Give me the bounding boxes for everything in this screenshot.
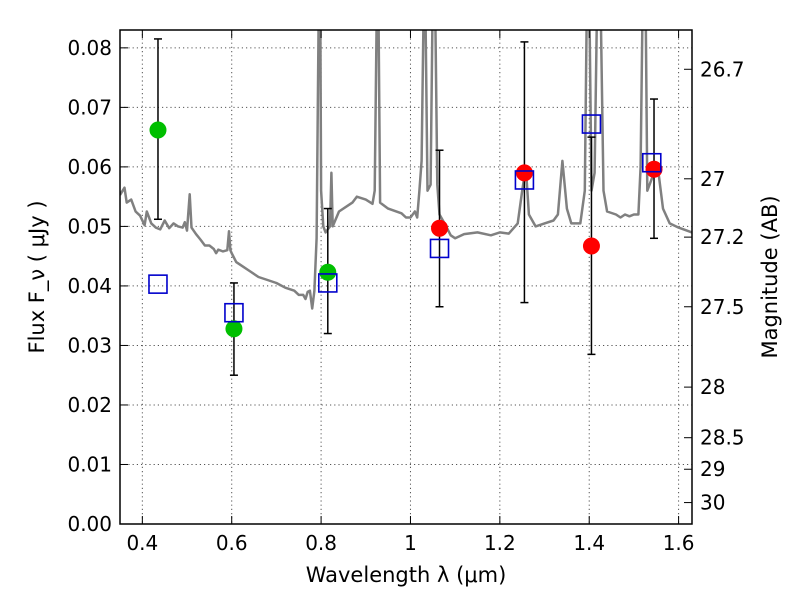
- data-point-circle: [319, 263, 337, 281]
- y-tick-label: 0.08: [67, 36, 112, 60]
- x-tick-label: 1.6: [663, 531, 695, 555]
- spectrum-path: [120, 30, 692, 310]
- y-tick-label: 0.06: [67, 155, 112, 179]
- data-point-square: [148, 274, 168, 294]
- data-point-square: [581, 114, 602, 134]
- x-axis-label: Wavelength λ (μm): [306, 563, 507, 587]
- x-tick-label: 1: [404, 531, 417, 555]
- y-axis-label: Flux F_ν ( μJy ): [25, 200, 50, 353]
- data-markers: [148, 114, 663, 338]
- y2-tick-label: 27.5: [700, 295, 745, 319]
- spectrum-line: [120, 30, 692, 310]
- y2-tick-label: 27: [700, 167, 725, 191]
- data-point-square: [317, 273, 338, 293]
- x-tick-label: 0.6: [216, 531, 248, 555]
- x-tick-label: 1.2: [484, 531, 516, 555]
- y-tick-label: 0.05: [67, 214, 112, 238]
- y2-tick-label: 29: [700, 457, 725, 481]
- y2-tick-label: 26.7: [700, 57, 745, 81]
- y2-axis-label: Magnitude (AB): [758, 195, 782, 358]
- y2-tick-label: 27.2: [700, 225, 745, 249]
- plot-frame: [119, 29, 693, 525]
- x-tick-label: 0.4: [126, 531, 158, 555]
- data-point-circle: [515, 164, 533, 182]
- data-point-circle: [225, 320, 243, 338]
- data-point-square: [429, 238, 450, 259]
- y-tick-label: 0.07: [67, 95, 112, 119]
- y2-tick-label: 28.5: [700, 426, 745, 450]
- y2-tick-label: 28: [700, 375, 725, 399]
- y-tick-label: 0.00: [67, 512, 112, 536]
- y-tick-label: 0.01: [67, 452, 112, 476]
- axis-ticks: 0.4 0.6 0.8 1 1.2 1.4 1.6 0.00 0.01 0.02 0.03 0.04 0…: [67, 30, 745, 555]
- data-point-square: [514, 170, 535, 190]
- data-point-circle: [582, 237, 600, 255]
- data-point-circle: [431, 219, 449, 237]
- x-tick-label: 0.8: [305, 531, 337, 555]
- data-point-circle: [149, 121, 167, 139]
- x-tick-label: 1.4: [573, 531, 605, 555]
- y-tick-label: 0.03: [67, 333, 112, 357]
- data-point-circle: [645, 160, 663, 178]
- data-point-square: [641, 152, 662, 173]
- y2-tick-label: 30: [700, 491, 725, 515]
- y-tick-label: 0.04: [67, 274, 112, 298]
- y-tick-label: 0.02: [67, 393, 112, 417]
- data-point-square: [224, 302, 244, 323]
- grid-lines: [120, 30, 692, 525]
